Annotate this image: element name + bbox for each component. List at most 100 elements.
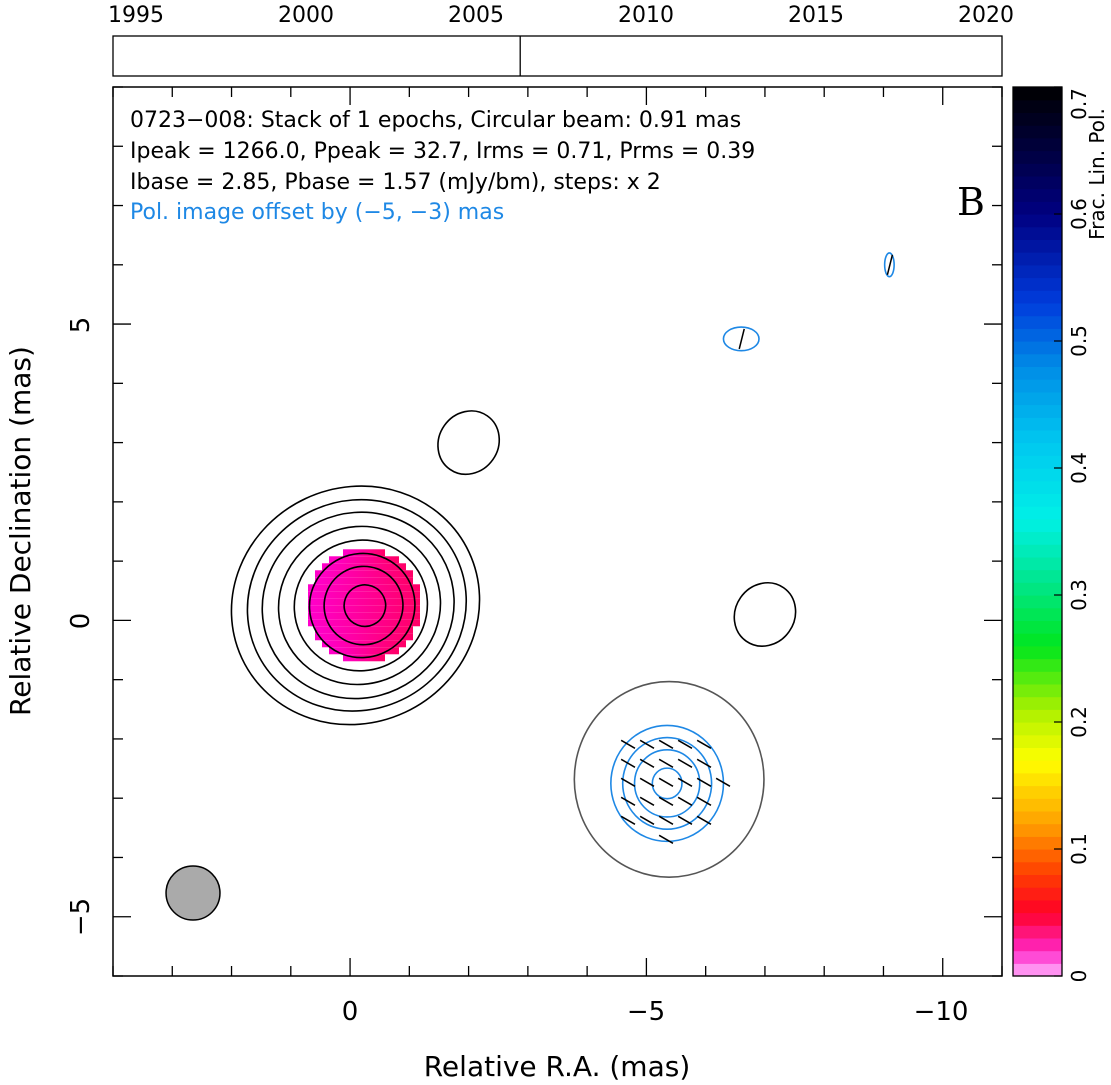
colorbar-label: Frac. Lin. Pol. [1085,108,1109,240]
timeline-year-label: 2020 [958,3,1014,28]
colorbar-cell [1013,175,1062,190]
colorbar-cell [1013,544,1062,558]
pol-fill-row [329,556,399,564]
colorbar-cell [1013,290,1062,304]
colorbar-cell [1013,150,1062,164]
pol-fill-row [322,640,406,648]
colorbar-tick-label: 0 [1067,970,1091,983]
colorbar-cell [1013,887,1062,901]
map-content [165,252,895,921]
evpa-tick [696,815,712,825]
colorbar-cell [1013,252,1062,266]
colorbar-cell [1013,760,1062,774]
stokes-i-contour [246,498,468,712]
colorbar-cell [1013,595,1062,609]
evpa-tick [639,777,655,787]
evpa-tick [658,796,674,806]
colorbar-cell [1013,404,1062,418]
pol-fill-row [308,591,420,599]
pol-fill-row [308,612,420,620]
pol-fill-row [308,598,420,606]
colorbar-cell [1013,391,1062,406]
colorbar-cell [1013,455,1062,469]
colorbar-cell [1013,125,1062,139]
colorbar-cell [1013,468,1062,482]
base-contour [573,680,765,878]
colorbar-ticks [1054,86,1062,977]
stokes-i-contour [733,582,797,647]
pol-contour [633,749,701,818]
evpa-tick [639,758,655,768]
evpa-tick [620,739,636,749]
evpa-tick [658,815,674,825]
stokes-i-contour [293,539,429,672]
y-tick-label: 0 [66,613,96,630]
epoch-timeline: 1995 2000 2005 2010 2015 2020 [108,3,1014,77]
pol-fill-row [308,605,420,613]
pol-contour [621,736,713,830]
colorbar-tick-label: 0.6 [1067,198,1091,230]
colorbar-cell [1013,366,1062,380]
colorbar-cell [1013,950,1062,964]
colorbar-tick-label: 0.4 [1067,452,1091,484]
colorbar-cell [1013,963,1062,977]
colorbar-cell [1013,531,1062,545]
colorbar-cell [1013,810,1062,825]
x-axis-label: Relative R.A. (mas) [424,1050,691,1083]
pol-fill-row [308,584,420,592]
colorbar-cell [1013,518,1062,533]
colorbar-cell [1013,264,1062,279]
timeline-year-label: 2000 [278,3,334,28]
stokes-i-contour [437,410,501,476]
colorbar-cell [1013,442,1062,456]
evpa-tick [696,796,712,806]
pol-fill-row [315,577,413,585]
evpa-tick [639,796,655,806]
colorbar-cell [1013,315,1062,329]
colorbar-cell [1013,937,1062,952]
colorbar-cell [1013,683,1062,698]
colorbar-cell [1013,722,1062,736]
colorbar-cell [1013,849,1062,863]
evpa-vectors [620,739,731,844]
colorbar-cell [1013,696,1062,710]
colorbar-cell [1013,658,1062,672]
evpa-tick [677,815,693,825]
header-line-3: Ibase = 2.85, Pbase = 1.57 (mJy/bm), ste… [130,170,661,195]
header-line-2: Ipeak = 1266.0, Ppeak = 32.7, Irms = 0.7… [130,139,755,164]
colorbar-cell [1013,277,1062,291]
colorbar-cell [1013,87,1062,101]
colorbar-cell [1013,607,1062,621]
colorbar-cell [1013,341,1062,355]
colorbar-tick-label: 0.7 [1067,88,1091,120]
colorbar-cell [1013,582,1062,596]
colorbar-cell [1013,747,1062,761]
evpa-tick [658,758,674,768]
stokes-i-contour [323,565,404,646]
colorbar-cell [1013,163,1062,177]
colorbar-cell [1013,353,1062,367]
evpa-tick [677,758,693,768]
colorbar-cell [1013,823,1062,837]
colorbar-cell [1013,201,1062,215]
evpa-tick [677,796,693,806]
evpa-tick [620,815,636,825]
evpa-tick [886,254,894,275]
colorbar-cell [1013,645,1062,660]
colorbar-cell [1013,633,1062,647]
colorbar-cell [1013,899,1062,914]
colorbar-cell [1013,785,1062,799]
colorbar-cell [1013,302,1062,317]
pol-fill-row [329,647,399,655]
x-tick-label: −10 [914,997,969,1027]
colorbar-cell [1013,214,1062,228]
evpa-tick [696,758,712,768]
stokes-i-contour [277,525,442,686]
colorbar-cell [1013,912,1062,926]
timeline-year-label: 2010 [618,3,674,28]
pol-fill-row [315,626,413,634]
colorbar-cell [1013,99,1062,113]
colorbar-cell [1013,188,1062,202]
evpa-tick [658,834,674,844]
timeline-year-label: 2005 [448,3,504,28]
